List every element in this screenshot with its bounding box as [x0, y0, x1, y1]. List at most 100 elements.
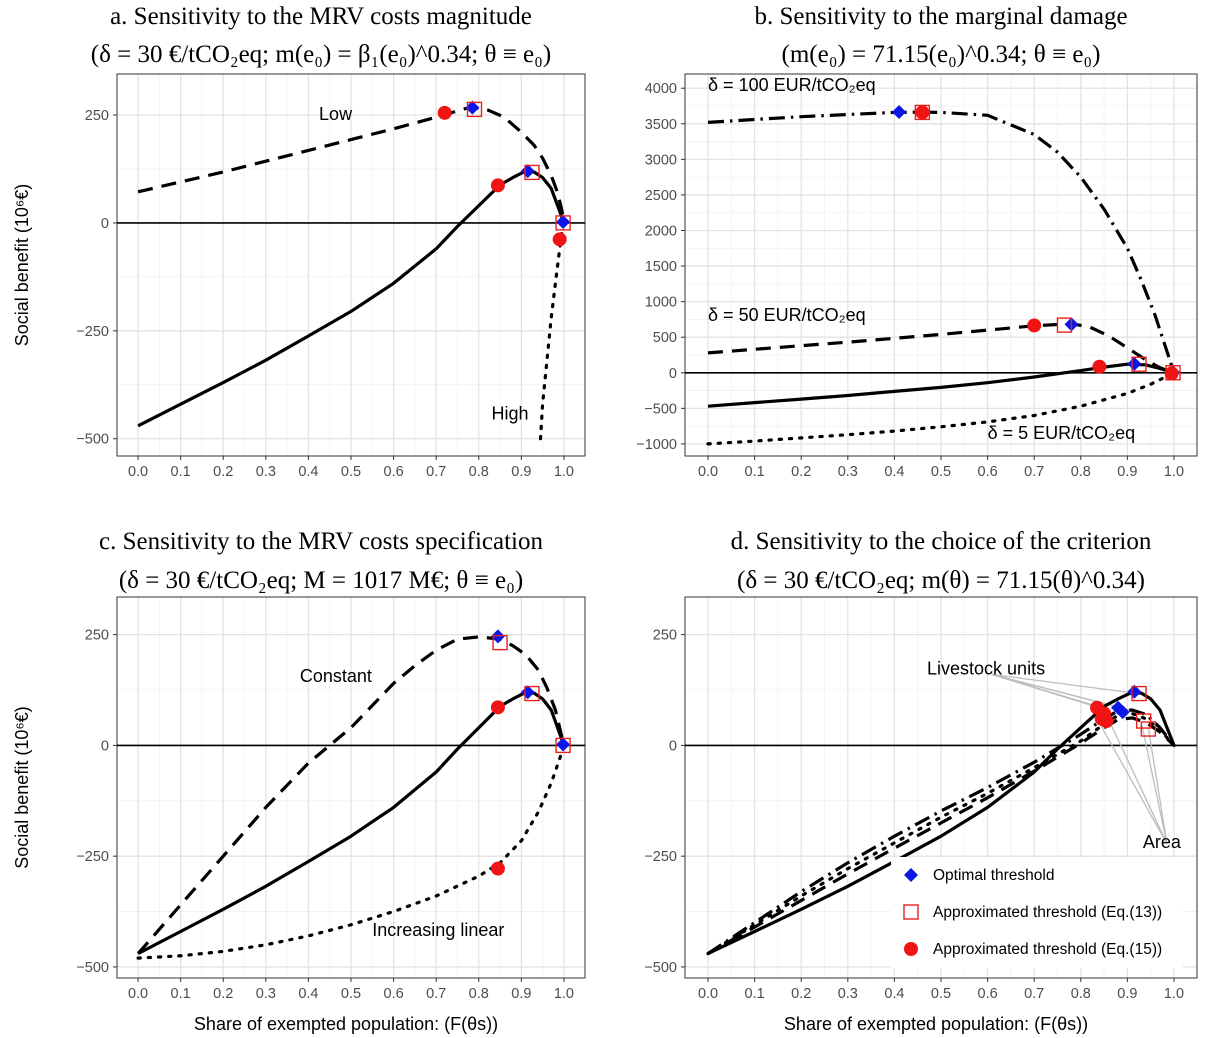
marker-diamond	[520, 685, 535, 700]
marker-circle	[1099, 714, 1114, 729]
marker-diamond	[556, 215, 571, 230]
marker-square	[1131, 685, 1147, 702]
x-tick-label: 0.3	[256, 986, 276, 1002]
annotation: Increasing linear	[372, 920, 504, 940]
x-tick-label: 0.3	[838, 464, 858, 480]
x-tick-label: 0.1	[171, 986, 191, 1002]
series-line-dashdot	[707, 708, 1176, 955]
marker-circle	[1092, 359, 1107, 374]
y-tick-label: 0	[669, 738, 677, 754]
y-tick-label: 1000	[645, 295, 677, 311]
marker-diamond	[520, 164, 535, 179]
x-tick-label: 0.2	[213, 464, 233, 480]
x-tick-label: 0.0	[698, 464, 718, 480]
x-tick-label: 1.0	[1164, 464, 1184, 480]
y-tick-label: 4000	[645, 81, 677, 97]
x-tick-label: 0.8	[469, 986, 489, 1002]
x-tick-label: 0.5	[341, 986, 361, 1002]
annotation: δ = 100 EUR/tCO₂eq	[708, 75, 876, 95]
x-tick-label: 1.0	[1164, 986, 1184, 1002]
x-tick-label: 0.9	[1117, 464, 1137, 480]
panel-title: c. Sensitivity to the MRV costs specific…	[99, 528, 544, 555]
y-tick-label: −250	[644, 849, 677, 865]
marker-square	[1056, 317, 1073, 333]
marker-circle	[915, 105, 930, 120]
marker-circle	[552, 232, 567, 247]
marker-circle	[1164, 366, 1179, 381]
annotation: Livestock units	[927, 659, 1045, 679]
legend-circle-icon	[904, 942, 918, 956]
marker-square	[524, 164, 540, 181]
x-tick-label: 0.6	[978, 464, 998, 480]
y-tick-label: −500	[76, 432, 109, 448]
x-tick-label: 0.2	[791, 986, 811, 1002]
x-tick-label: 0.7	[426, 464, 446, 480]
y-tick-label: 0	[101, 216, 109, 232]
marker-diamond	[556, 737, 571, 752]
y-axis-label: Social benefit (10⁶€)	[12, 706, 32, 869]
x-tick-label: 0.6	[384, 464, 404, 480]
annotation: Low	[319, 104, 353, 124]
gridlines	[117, 74, 585, 456]
x-tick-label: 0.8	[1071, 464, 1091, 480]
x-tick-label: 0.0	[128, 464, 148, 480]
x-tick-label: 0.2	[213, 986, 233, 1002]
y-tick-label: −1000	[636, 437, 677, 453]
panel-subtitle: (δ = 30 €/tCO₂eq; m(e₀) = β₁(e₀)^0.34; θ…	[91, 41, 551, 68]
x-tick-label: 0.5	[931, 986, 951, 1002]
marker-square	[466, 101, 483, 118]
marker-diamond	[465, 100, 480, 115]
series-line-dotted	[706, 711, 1176, 956]
leader-line-area	[1108, 719, 1168, 845]
panel-title: d. Sensitivity to the choice of the crit…	[731, 528, 1152, 555]
x-tick-label: 0.6	[978, 986, 998, 1002]
series-line-dashed	[707, 322, 1175, 375]
x-tick-label: 0.0	[128, 986, 148, 1002]
series-line-dotted	[706, 371, 1176, 446]
legend-square-icon	[903, 904, 919, 920]
series-line-solid	[137, 169, 566, 428]
x-tick-label: 0.1	[745, 986, 765, 1002]
panel-title: b. Sensitivity to the marginal damage	[754, 3, 1127, 30]
x-tick-label: 0.4	[884, 464, 904, 480]
x-tick-label: 0.6	[384, 986, 404, 1002]
legend-label: Approximated threshold (Eq.(13))	[933, 904, 1162, 921]
panel-d: d. Sensitivity to the choice of the crit…	[644, 528, 1198, 1034]
annotation: Constant	[300, 666, 372, 686]
y-tick-label: 3000	[645, 152, 677, 168]
panel-subtitle: (δ = 30 €/tCO₂eq; m(θ) = 71.15(θ)^0.34)	[737, 567, 1145, 594]
y-tick-label: 250	[85, 108, 109, 124]
marker-circle	[1027, 318, 1042, 333]
x-tick-label: 0.9	[511, 986, 531, 1002]
series-line-solid	[707, 362, 1175, 408]
x-tick-label: 0.9	[511, 464, 531, 480]
marker-square	[524, 685, 540, 702]
y-tick-label: −500	[76, 960, 109, 976]
x-tick-label: 0.8	[1071, 986, 1091, 1002]
y-tick-label: 1500	[645, 259, 677, 275]
x-tick-label: 1.0	[554, 986, 574, 1002]
series-line-solid	[137, 690, 566, 956]
marker-diamond	[1127, 684, 1142, 699]
legend: Optimal threshold Approximated threshold …	[891, 857, 1183, 968]
y-tick-label: 2500	[645, 188, 677, 204]
y-tick-label: −250	[76, 324, 109, 340]
legend-label: Optimal threshold	[933, 867, 1054, 884]
leader-line-livestock	[992, 673, 1135, 694]
x-tick-label: 0.5	[341, 464, 361, 480]
annotation: High	[492, 403, 529, 423]
leader-line-area	[1140, 722, 1168, 844]
series-line-solid	[707, 690, 1176, 956]
gridlines	[685, 74, 1197, 456]
x-tick-label: 0.0	[698, 986, 718, 1002]
leader-line-area	[1147, 727, 1168, 844]
y-tick-label: 3500	[645, 117, 677, 133]
panel-subtitle: (δ = 30 €/tCO₂eq; M = 1017 M€; θ ≡ e₀)	[119, 567, 523, 594]
marker-circle	[490, 700, 505, 715]
marker-diamond	[1127, 356, 1142, 371]
series-line-dashdot	[707, 110, 1176, 374]
marker-square	[555, 215, 571, 231]
x-tick-label: 0.4	[884, 986, 904, 1002]
x-tick-label: 0.7	[1024, 986, 1044, 1002]
